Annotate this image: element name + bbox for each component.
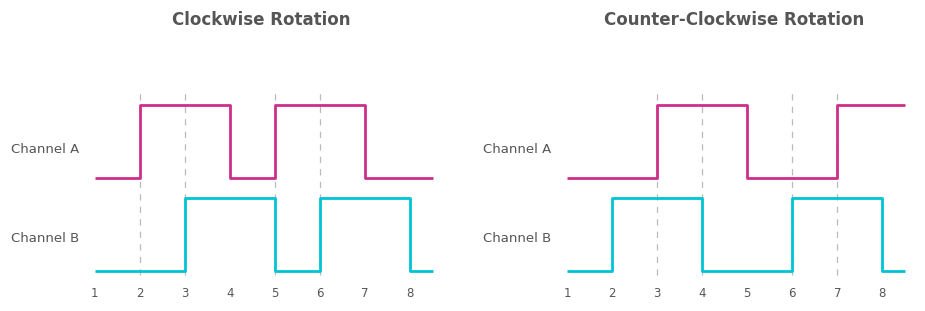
Text: Channel A: Channel A [483, 143, 551, 156]
Title: Clockwise Rotation: Clockwise Rotation [172, 11, 351, 29]
Text: Channel A: Channel A [11, 143, 80, 156]
Text: Channel B: Channel B [483, 232, 551, 245]
Title: Counter-Clockwise Rotation: Counter-Clockwise Rotation [604, 11, 864, 29]
Text: Channel B: Channel B [11, 232, 80, 245]
